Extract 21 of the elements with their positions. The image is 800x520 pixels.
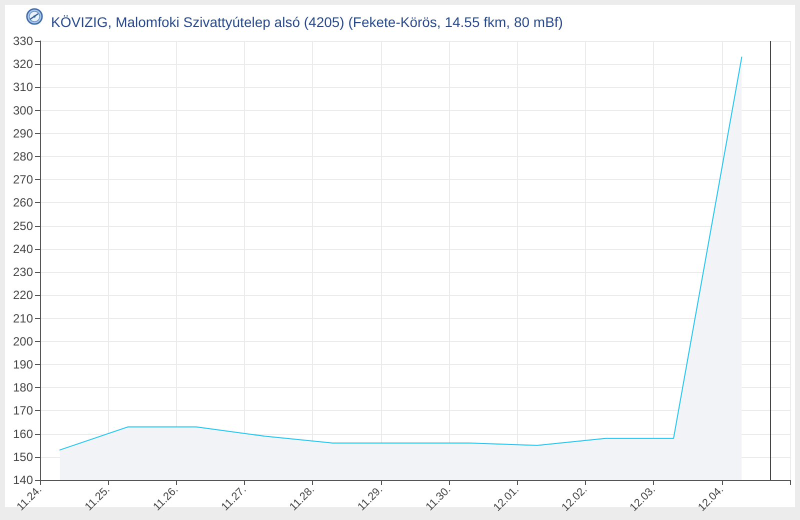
y-tick-label: 170	[12, 404, 34, 418]
y-tick-label: 260	[12, 196, 34, 210]
y-tick-label: 290	[12, 126, 34, 140]
y-tick-label: 230	[12, 265, 34, 280]
y-tick-label: 250	[12, 218, 34, 233]
y-tick-label: 190	[12, 357, 34, 372]
y-tick-label: 180	[12, 380, 34, 395]
y-tick-label: 300	[12, 103, 34, 118]
y-tick-label: 280	[12, 150, 34, 164]
chart-title: KÖVIZIG, Malomfoki Szivattyútelep alsó (4205) (Fekete-Körös, 14.55 fkm, 80 mBf)	[51, 14, 563, 30]
y-tick-label: 240	[12, 242, 34, 256]
y-tick-label: 140	[12, 473, 34, 487]
y-tick-label: 150	[12, 450, 34, 464]
y-tick-label: 200	[12, 334, 34, 348]
y-tick-label: 320	[12, 57, 34, 72]
y-tick-label: 160	[12, 426, 34, 441]
y-tick-label: 220	[12, 288, 34, 302]
y-tick-label: 310	[12, 80, 34, 94]
y-tick-label: 270	[12, 172, 34, 187]
y-tick-label: 330	[12, 34, 34, 48]
y-tick-label: 210	[12, 311, 34, 326]
